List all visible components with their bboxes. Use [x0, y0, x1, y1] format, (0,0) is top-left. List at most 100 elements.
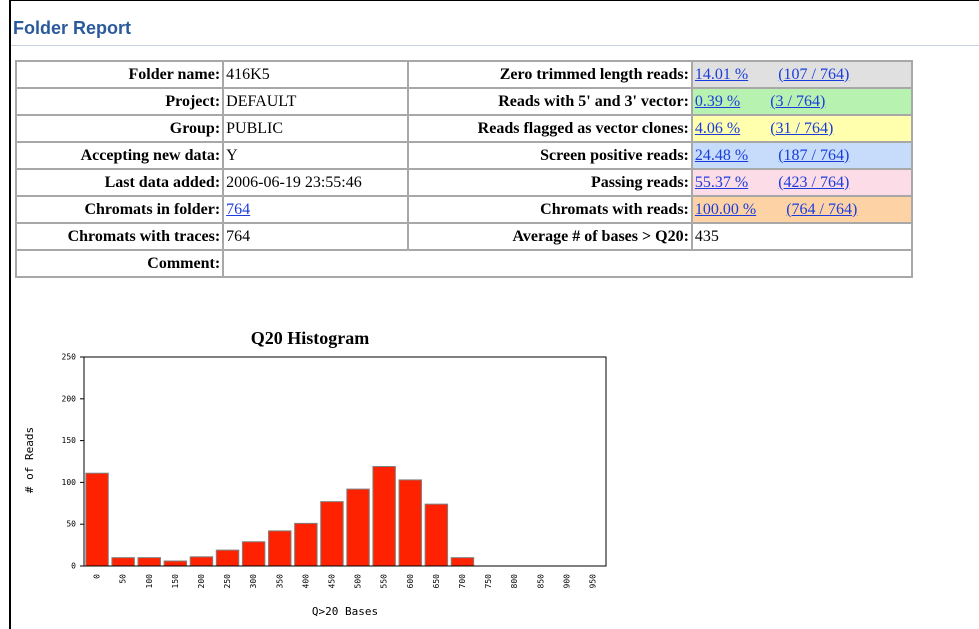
field-value: [222, 249, 913, 278]
bar: [424, 503, 449, 567]
page-title: Folder Report: [13, 18, 132, 38]
bar: [450, 557, 475, 567]
plot-frame: [83, 356, 607, 567]
field-label: Chromats with traces:: [14, 222, 225, 251]
x-tick-label: 400: [301, 574, 310, 589]
stat-percent[interactable]: 100.00 %: [694, 200, 757, 218]
stat-label: Reads with 5' and 3' vector:: [407, 87, 693, 116]
bar: [320, 501, 344, 567]
field-value: 416K5: [222, 60, 410, 89]
folder-table: Folder name: 416K5 Zero trimmed length rea…: [14, 60, 914, 278]
field-text: 2006-06-19 23:55:46: [226, 173, 362, 191]
y-tick-label: 150: [62, 436, 77, 445]
stat-value: 435: [690, 222, 914, 251]
table-row: Last data added: 2006-06-19 23:55:46 Passi…: [14, 168, 914, 197]
stat-percent[interactable]: 55.37 %: [694, 173, 749, 191]
x-tick-label: 250: [223, 574, 232, 589]
x-tick-label: 650: [432, 574, 441, 589]
stat-label: Average # of bases > Q20:: [407, 222, 693, 251]
stat-percent[interactable]: 0.39 %: [694, 92, 741, 110]
bar: [189, 556, 214, 567]
stat-label: Zero trimmed length reads:: [407, 60, 693, 89]
stat-label: Passing reads:: [407, 168, 693, 197]
stat-label: Reads flagged as vector clones:: [407, 114, 693, 143]
field-value: 2006-06-19 23:55:46: [222, 168, 410, 197]
x-tick-label: 550: [380, 574, 389, 589]
field-value: Y: [222, 141, 410, 170]
field-text: 416K5: [226, 65, 270, 83]
y-tick-label: 0: [71, 562, 76, 571]
bar: [294, 522, 318, 567]
y-tick-label: 50: [66, 520, 76, 529]
field-text: 764: [226, 227, 251, 245]
bar: [346, 488, 370, 567]
stat-percent[interactable]: 14.01 %: [694, 65, 749, 83]
stat-label: Screen positive reads:: [407, 141, 693, 170]
x-tick-label: 750: [484, 574, 493, 589]
y-tick-label: 200: [62, 394, 77, 403]
bar: [372, 466, 396, 567]
field-value: DEFAULT: [222, 87, 410, 116]
field-link[interactable]: 764: [226, 200, 251, 218]
bar: [398, 479, 422, 567]
chart-title: Q20 Histogram: [251, 328, 370, 348]
stat-count[interactable]: (187 / 764): [778, 146, 850, 164]
x-tick-label: 500: [354, 574, 363, 589]
stat-value: 14.01 % (107 / 764): [690, 60, 914, 89]
table-row: Project: DEFAULT Reads with 5' and 3' vect…: [14, 87, 914, 116]
table-row: Group: PUBLIC Reads flagged as vector clon…: [14, 114, 914, 143]
stat-count[interactable]: (423 / 764): [778, 173, 850, 191]
field-value: PUBLIC: [222, 114, 410, 143]
field-label: Group:: [14, 114, 225, 143]
bar: [85, 472, 109, 567]
stat-value: 0.39 % (3 / 764): [690, 87, 914, 116]
x-tick-label: 600: [406, 574, 415, 589]
x-tick-label: 200: [197, 574, 206, 589]
stat-count[interactable]: (107 / 764): [778, 65, 850, 83]
x-tick-label: 450: [327, 574, 336, 589]
x-tick-label: 50: [119, 574, 128, 584]
x-tick-label: 300: [249, 574, 258, 589]
stat-value: 100.00 % (764 / 764): [690, 195, 914, 224]
field-label: Folder name:: [14, 60, 225, 89]
x-tick-label: 100: [145, 574, 154, 589]
bar: [111, 557, 135, 567]
field-label: Project:: [14, 87, 225, 116]
bar: [268, 530, 292, 567]
field-value: 764: [222, 195, 410, 224]
title-rule: [11, 45, 979, 46]
x-tick-label: 350: [275, 574, 284, 589]
histogram: Q20 Histogram # of Reads Q>20 Bases 0 50 100 1…: [23, 328, 607, 618]
table-row: Folder name: 416K5 Zero trimmed length rea…: [14, 60, 914, 89]
x-tick-label: 950: [588, 574, 597, 589]
field-text: Y: [226, 146, 238, 164]
field-value: 764: [222, 222, 410, 251]
y-tick-label: 100: [62, 478, 77, 487]
stat-label: Chromats with reads:: [407, 195, 693, 224]
x-axis-label: Q>20 Bases: [312, 605, 378, 618]
y-tick-label: 250: [62, 353, 77, 362]
field-text: DEFAULT: [226, 92, 297, 110]
stat-text: 435: [694, 227, 719, 245]
stat-value: 55.37 % (423 / 764): [690, 168, 914, 197]
stat-percent[interactable]: 24.48 %: [694, 146, 749, 164]
table-row: Chromats in folder: 764 Chromats with read…: [14, 195, 914, 224]
field-text: PUBLIC: [226, 119, 284, 137]
bar: [215, 549, 240, 567]
frame: [9, 0, 979, 629]
stat-count[interactable]: (764 / 764): [786, 200, 858, 218]
stat-count[interactable]: (31 / 764): [770, 119, 834, 137]
table-row: Comment:: [14, 249, 913, 278]
bar: [163, 560, 188, 567]
field-label: Chromats in folder:: [14, 195, 225, 224]
x-tick-label: 0: [93, 574, 102, 579]
y-axis-label: # of Reads: [23, 427, 36, 493]
x-tick-label: 850: [536, 574, 545, 589]
x-tick-label: 150: [171, 574, 180, 589]
stat-percent[interactable]: 4.06 %: [694, 119, 741, 137]
stat-count[interactable]: (3 / 764): [770, 92, 826, 110]
bar: [241, 541, 266, 567]
x-tick-label: 700: [458, 574, 467, 589]
table-row: Chromats with traces: 764 Average # of bas…: [14, 222, 914, 251]
x-tick-label: 800: [510, 574, 519, 589]
